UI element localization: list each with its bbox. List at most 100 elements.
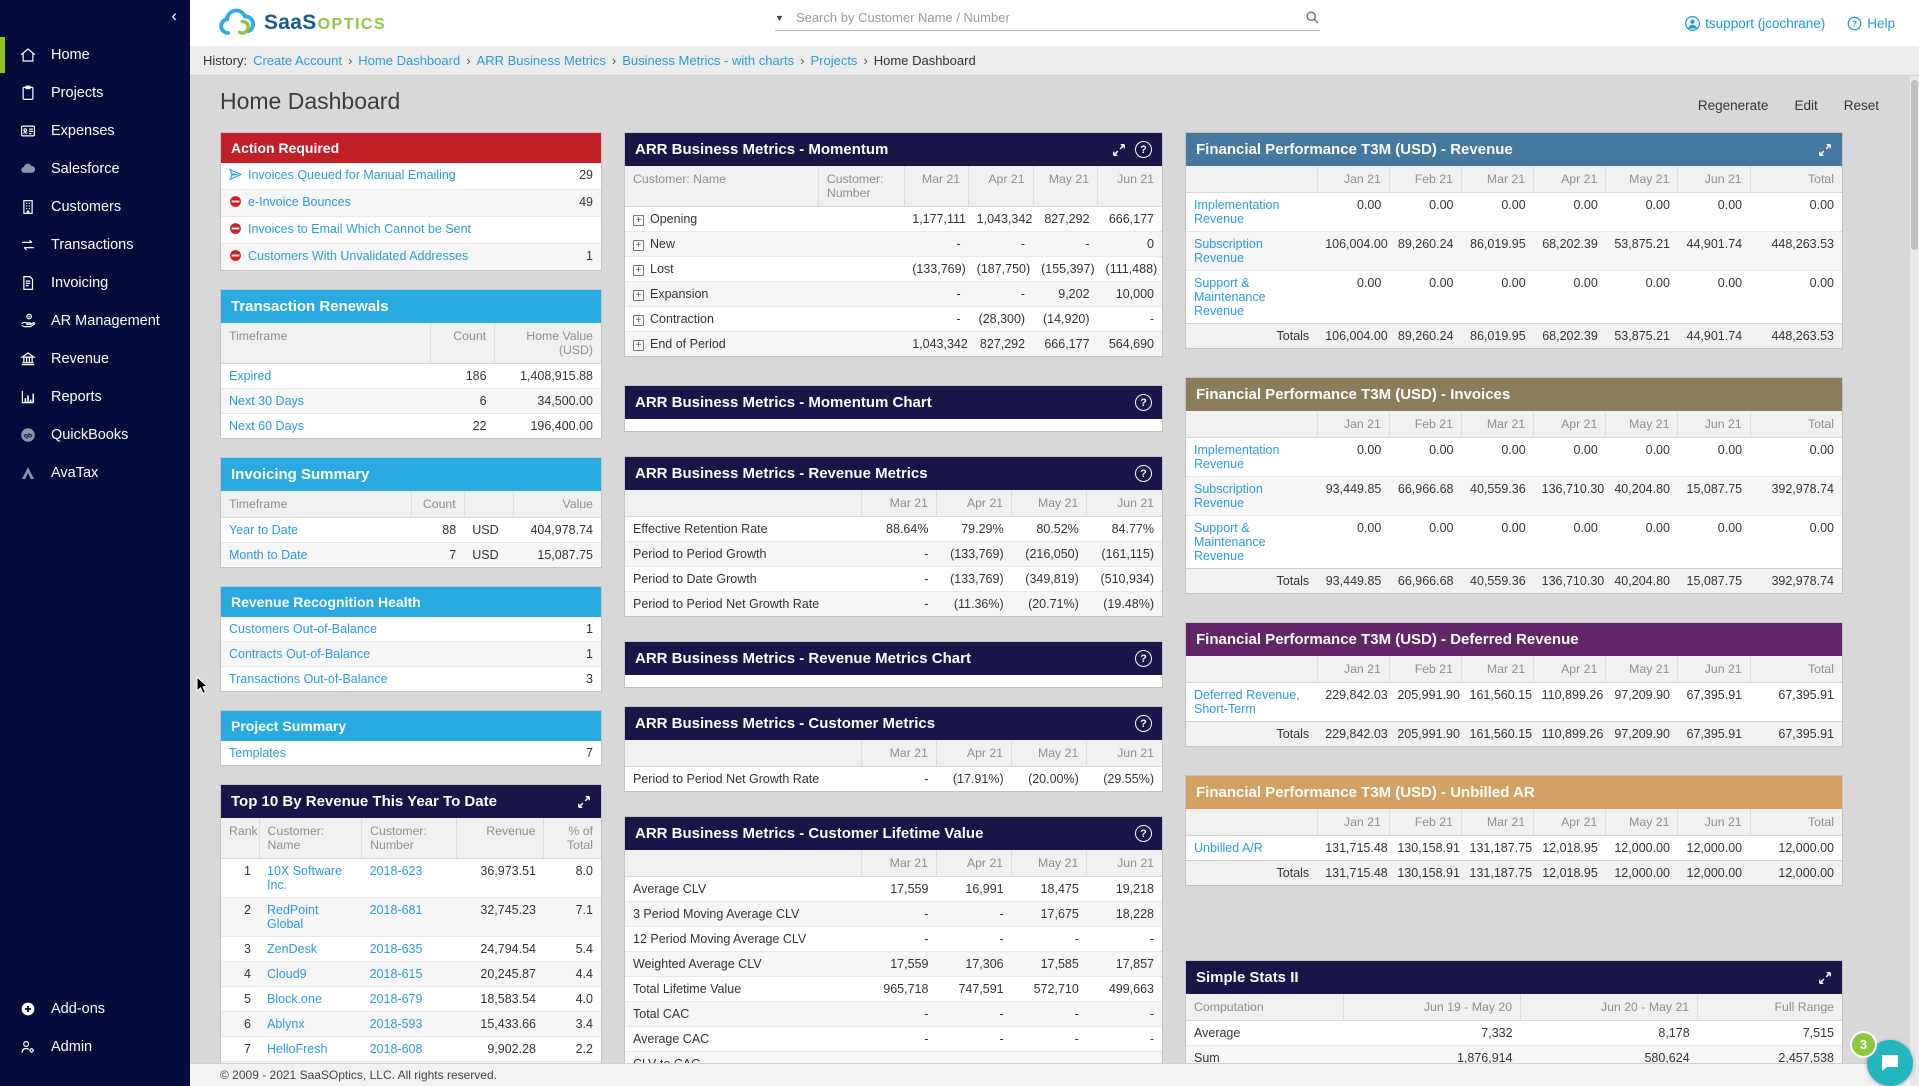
help-icon[interactable]: ? xyxy=(1135,141,1152,158)
column-header-row: Customer: Name Customer: Number Mar 21 Apr … xyxy=(625,166,1162,207)
table-link[interactable]: Implementation Revenue xyxy=(1194,443,1280,471)
table-cell-text: 0.00 xyxy=(1573,198,1598,212)
breadcrumb-links: Create Account › Home Dashboard › ARR Busine… xyxy=(253,53,976,68)
expand-row-icon[interactable]: + xyxy=(633,340,644,351)
table-cell-text: 0.00 xyxy=(1501,443,1526,457)
table-link[interactable]: 2018-635 xyxy=(369,942,423,956)
breadcrumb-link[interactable]: Projects xyxy=(810,53,858,68)
breadcrumb-link[interactable]: ARR Business Metrics xyxy=(476,53,606,68)
breadcrumb-separator: › xyxy=(800,53,805,68)
table-link[interactable]: 2018-608 xyxy=(369,1042,423,1056)
regenerate-button[interactable]: Regenerate xyxy=(1697,98,1769,113)
table-link[interactable]: Block.one xyxy=(267,992,322,1006)
sidebar-item-label: AR Management xyxy=(51,313,160,329)
help-icon[interactable]: ? xyxy=(1135,465,1152,482)
table-cell-text: 0.00 xyxy=(1645,198,1670,212)
reset-button[interactable]: Reset xyxy=(1843,98,1879,113)
table-link[interactable]: Expired xyxy=(229,369,272,383)
table-link[interactable]: Support & Maintenance Revenue xyxy=(1194,521,1266,563)
expand-icon[interactable] xyxy=(577,795,591,809)
expand-icon[interactable] xyxy=(1112,143,1126,157)
sidebar-item-avatax[interactable]: AvaTax xyxy=(0,454,190,492)
sidebar-item-ar-management[interactable]: AR Management xyxy=(0,302,190,340)
sidebar-item-home[interactable]: Home xyxy=(0,36,190,74)
expand-row-icon[interactable]: + xyxy=(633,240,644,251)
table-cell-text: 0.00 xyxy=(1501,198,1526,212)
table-link[interactable]: ZenDesk xyxy=(267,942,318,956)
table-link[interactable]: 2018-681 xyxy=(369,903,423,917)
expand-row-icon[interactable]: + xyxy=(633,215,644,226)
help-icon[interactable]: ? xyxy=(1135,650,1152,667)
column-header: Total xyxy=(1749,809,1842,836)
table-link[interactable]: Invoices to Email Which Cannot be Sent xyxy=(248,222,472,236)
table-link[interactable]: RedPoint Global xyxy=(267,903,319,931)
help-icon[interactable]: ? xyxy=(1135,715,1152,732)
table-link[interactable]: Customers With Unvalidated Addresses xyxy=(248,249,469,263)
table-link[interactable]: Ablynx xyxy=(267,1017,305,1031)
table-link[interactable]: HelloFresh xyxy=(267,1042,328,1056)
table-link[interactable]: Cloud9 xyxy=(267,967,307,981)
sidebar-item-add-ons[interactable]: Add-ons xyxy=(0,990,190,1028)
table-cell-text: - xyxy=(1149,1007,1154,1021)
table-link[interactable]: 2018-623 xyxy=(369,864,423,878)
user-menu[interactable]: tsupport (jcochrane) xyxy=(1685,15,1825,31)
expand-row-icon[interactable]: + xyxy=(633,315,644,326)
table-row: Period to Date Growth - (133,769) (349,819)… xyxy=(625,566,1162,592)
expand-row-icon[interactable]: + xyxy=(633,290,644,301)
sidebar-item-admin[interactable]: Admin xyxy=(0,1028,190,1066)
table-link[interactable]: Deferred Revenue, Short-Term xyxy=(1194,688,1300,716)
table-cell-text: 12,000.00 xyxy=(1614,841,1670,855)
table-cell-text: - xyxy=(1074,1007,1079,1021)
sidebar-item-expenses[interactable]: Expenses xyxy=(0,112,190,150)
table-link[interactable]: Support & Maintenance Revenue xyxy=(1194,276,1266,318)
table-link[interactable]: Subscription Revenue xyxy=(1194,237,1263,265)
table-link[interactable]: e-Invoice Bounces xyxy=(248,195,351,209)
help-icon[interactable]: ? xyxy=(1135,394,1152,411)
sidebar-item-transactions[interactable]: Transactions xyxy=(0,226,190,264)
edit-button[interactable]: Edit xyxy=(1794,98,1818,113)
help-link[interactable]: ? Help xyxy=(1847,16,1895,31)
search-scope-caret-icon[interactable]: ▼ xyxy=(775,12,784,23)
sidebar-item-salesforce[interactable]: Salesforce xyxy=(0,150,190,188)
help-icon[interactable]: ? xyxy=(1135,825,1152,842)
sidebar-item-revenue[interactable]: Revenue xyxy=(0,340,190,378)
breadcrumb-link[interactable]: Create Account xyxy=(253,53,342,68)
sidebar-collapse-icon[interactable]: ‹ xyxy=(171,6,177,25)
expand-row-icon[interactable]: + xyxy=(633,265,644,276)
expand-icon[interactable] xyxy=(1818,143,1832,157)
saasoptics-logo[interactable]: SaaSOPTICS xyxy=(190,7,386,39)
table-link[interactable]: Contracts Out-of-Balance xyxy=(229,647,371,661)
sidebar-item-invoicing[interactable]: Invoicing xyxy=(0,264,190,302)
avatax-icon xyxy=(22,467,34,479)
table-link[interactable]: Next 60 Days xyxy=(229,419,305,433)
table-link[interactable]: Year to Date xyxy=(229,523,299,537)
table-link[interactable]: Customers Out-of-Balance xyxy=(229,622,377,636)
sidebar-item-customers[interactable]: Customers xyxy=(0,188,190,226)
column-header: Timeframe xyxy=(221,491,412,518)
search-icon[interactable] xyxy=(1305,10,1320,25)
column-header: Total xyxy=(1749,411,1842,438)
sidebar-item-reports[interactable]: Reports xyxy=(0,378,190,416)
table-link[interactable]: 2018-679 xyxy=(369,992,423,1006)
table-link[interactable]: Unbilled A/R xyxy=(1194,841,1263,855)
table-cell-text: - xyxy=(1149,932,1154,946)
table-link[interactable]: Invoices Queued for Manual Emailing xyxy=(248,168,456,182)
table-link[interactable]: 2018-593 xyxy=(369,1017,423,1031)
expand-icon[interactable] xyxy=(1818,971,1832,985)
scrollbar-thumb[interactable] xyxy=(1911,80,1918,250)
breadcrumb-link[interactable]: Business Metrics - with charts xyxy=(622,53,795,68)
breadcrumb-link[interactable]: Home Dashboard xyxy=(358,53,461,68)
table-link[interactable]: Next 30 Days xyxy=(229,394,305,408)
table-link[interactable]: Implementation Revenue xyxy=(1194,198,1280,226)
vertical-scrollbar[interactable] xyxy=(1910,76,1919,1086)
table-cell-text: 24,794.54 xyxy=(480,942,536,956)
table-link[interactable]: 10X Software Inc. xyxy=(267,864,343,892)
table-link[interactable]: Transactions Out-of-Balance xyxy=(229,672,388,686)
sidebar-item-projects[interactable]: Projects xyxy=(0,74,190,112)
table-link[interactable]: Month to Date xyxy=(229,548,308,562)
search-input[interactable] xyxy=(793,9,1305,26)
table-link[interactable]: 2018-615 xyxy=(369,967,423,981)
table-link[interactable]: Subscription Revenue xyxy=(1194,482,1263,510)
table-link[interactable]: Templates xyxy=(229,746,286,760)
sidebar-item-quickbooks[interactable]: qb QuickBooks xyxy=(0,416,190,454)
